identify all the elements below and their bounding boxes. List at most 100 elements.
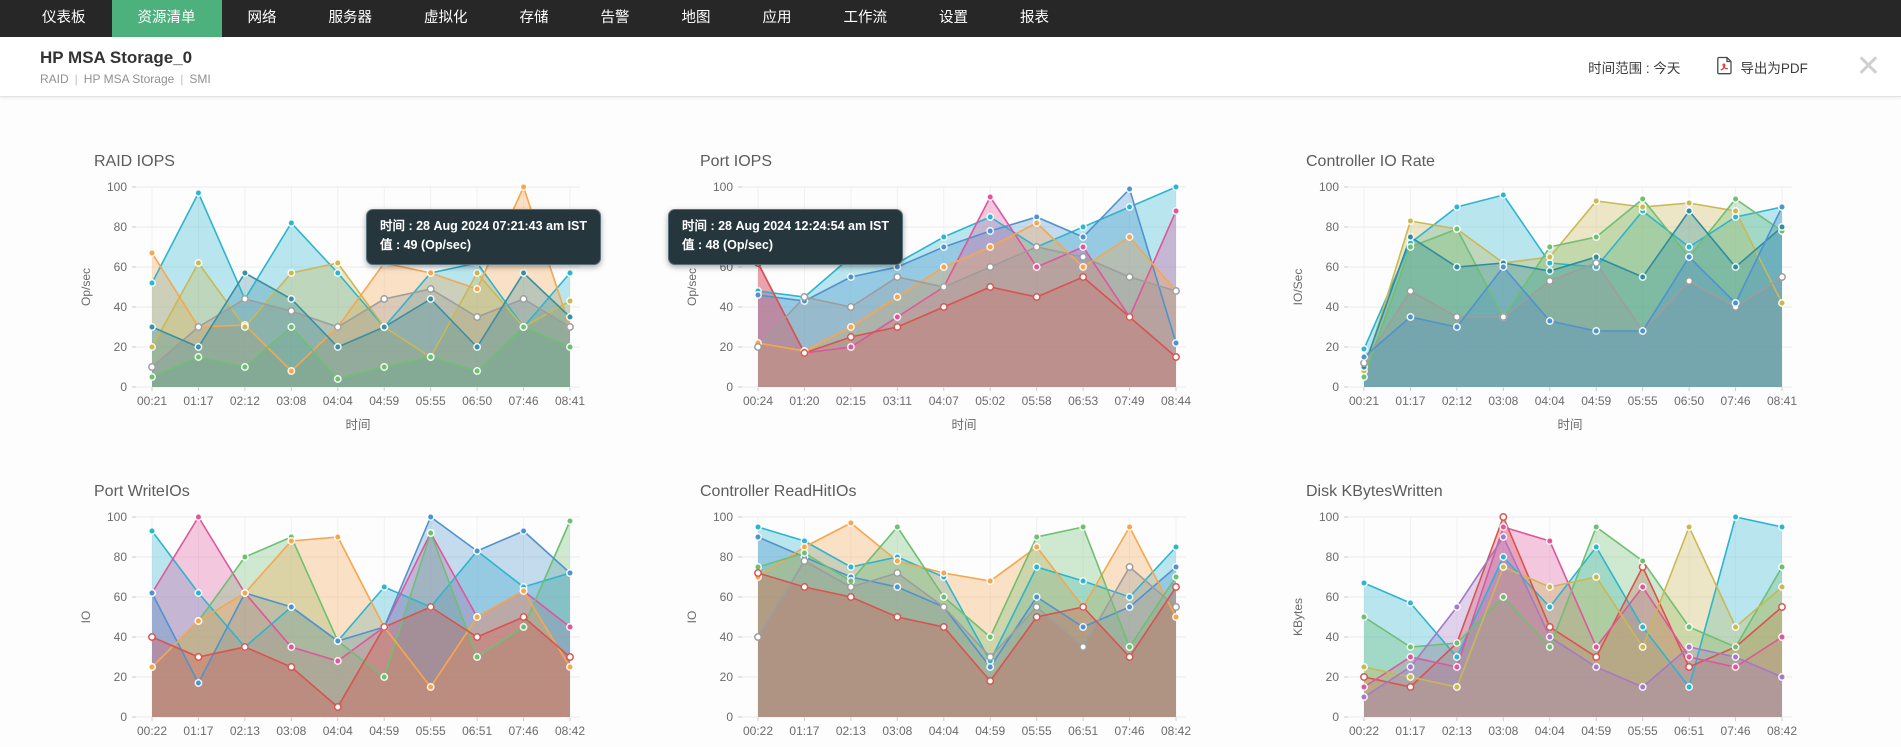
data-point[interactable] — [893, 583, 902, 591]
data-point[interactable] — [287, 219, 296, 227]
data-point[interactable] — [566, 343, 574, 351]
data-point[interactable] — [566, 323, 574, 331]
data-point[interactable] — [566, 269, 574, 277]
data-point[interactable] — [287, 307, 296, 315]
data-point[interactable] — [1125, 185, 1134, 193]
time-range-selector[interactable]: 时间范围 : 今天 — [1588, 60, 1681, 76]
data-point[interactable] — [1172, 563, 1180, 571]
data-point[interactable] — [1731, 207, 1740, 215]
data-point[interactable] — [1406, 287, 1415, 295]
data-point[interactable] — [846, 303, 855, 311]
data-point[interactable] — [426, 353, 435, 361]
data-point[interactable] — [333, 637, 342, 645]
data-point[interactable] — [846, 273, 855, 281]
data-point[interactable] — [1638, 327, 1647, 335]
data-point[interactable] — [1685, 653, 1694, 661]
nav-tab-9[interactable]: 应用 — [762, 10, 792, 26]
data-point[interactable] — [1685, 207, 1694, 215]
nav-tab-11[interactable]: 设置 — [939, 10, 968, 26]
data-point[interactable] — [800, 549, 809, 557]
data-point[interactable] — [1452, 313, 1461, 321]
data-point[interactable] — [1172, 339, 1180, 347]
data-point[interactable] — [800, 293, 809, 301]
data-point[interactable] — [1778, 603, 1786, 611]
data-point[interactable] — [1172, 287, 1180, 295]
data-point[interactable] — [893, 293, 902, 301]
data-point[interactable] — [1685, 253, 1694, 261]
data-point[interactable] — [1592, 233, 1601, 241]
data-point[interactable] — [1778, 299, 1786, 307]
data-point[interactable] — [893, 569, 902, 577]
data-point[interactable] — [1545, 243, 1554, 251]
data-point[interactable] — [846, 519, 855, 527]
data-point[interactable] — [148, 249, 156, 257]
data-point[interactable] — [1406, 663, 1415, 671]
data-point[interactable] — [519, 527, 528, 535]
data-point[interactable] — [1778, 563, 1786, 571]
data-point[interactable] — [1545, 317, 1554, 325]
data-point[interactable] — [1731, 653, 1740, 661]
data-point[interactable] — [1079, 223, 1088, 231]
data-point[interactable] — [1685, 277, 1694, 285]
data-point[interactable] — [380, 673, 389, 681]
nav-tab-10[interactable]: 工作流 — [843, 10, 888, 26]
data-point[interactable] — [1778, 633, 1786, 641]
data-point[interactable] — [566, 313, 574, 321]
data-point[interactable] — [333, 703, 342, 711]
data-point[interactable] — [1592, 327, 1601, 335]
data-point[interactable] — [333, 657, 342, 665]
data-point[interactable] — [1406, 313, 1415, 321]
data-point[interactable] — [148, 589, 156, 597]
data-point[interactable] — [426, 295, 435, 303]
data-point[interactable] — [986, 633, 995, 641]
data-point[interactable] — [986, 243, 995, 251]
chart-canvas[interactable]: 00:24 01:20 02:15 03:11 04:07 05:02 05:58 06:53… — [680, 175, 1196, 443]
data-point[interactable] — [194, 259, 203, 267]
data-point[interactable] — [1172, 183, 1180, 191]
nav-tab-3[interactable]: 网络 — [247, 10, 277, 26]
data-point[interactable] — [1545, 623, 1554, 631]
data-point[interactable] — [1079, 523, 1088, 531]
data-point[interactable] — [939, 623, 948, 631]
data-point[interactable] — [1685, 663, 1694, 671]
data-point[interactable] — [287, 269, 296, 277]
data-point[interactable] — [287, 603, 296, 611]
data-point[interactable] — [1032, 543, 1041, 551]
data-point[interactable] — [754, 523, 762, 531]
data-point[interactable] — [1731, 263, 1740, 271]
data-point[interactable] — [846, 323, 855, 331]
data-point[interactable] — [1545, 603, 1554, 611]
data-point[interactable] — [1452, 225, 1461, 233]
data-point[interactable] — [473, 653, 482, 661]
data-point[interactable] — [1685, 243, 1694, 251]
data-point[interactable] — [519, 295, 528, 303]
data-point[interactable] — [1079, 263, 1088, 271]
data-point[interactable] — [240, 643, 249, 651]
data-point[interactable] — [1172, 543, 1180, 551]
data-point[interactable] — [194, 189, 203, 197]
data-point[interactable] — [939, 303, 948, 311]
data-point[interactable] — [194, 353, 203, 361]
data-point[interactable] — [380, 323, 389, 331]
close-icon[interactable]: ✕ — [1855, 49, 1881, 83]
data-point[interactable] — [287, 537, 296, 545]
data-point[interactable] — [1172, 613, 1180, 621]
nav-tab-7[interactable]: 告警 — [600, 10, 630, 26]
data-point[interactable] — [893, 613, 902, 621]
data-point[interactable] — [1406, 643, 1415, 651]
data-point[interactable] — [1079, 623, 1088, 631]
data-point[interactable] — [939, 233, 948, 241]
data-point[interactable] — [519, 613, 528, 621]
data-point[interactable] — [1125, 603, 1134, 611]
data-point[interactable] — [1592, 523, 1601, 531]
data-point[interactable] — [1360, 683, 1368, 691]
data-point[interactable] — [1778, 203, 1786, 211]
data-point[interactable] — [754, 291, 762, 299]
data-point[interactable] — [986, 227, 995, 235]
data-point[interactable] — [566, 569, 574, 577]
data-point[interactable] — [986, 653, 995, 661]
data-point[interactable] — [1638, 195, 1647, 203]
data-point[interactable] — [1778, 223, 1786, 231]
data-point[interactable] — [333, 375, 342, 383]
data-point[interactable] — [1731, 195, 1740, 203]
